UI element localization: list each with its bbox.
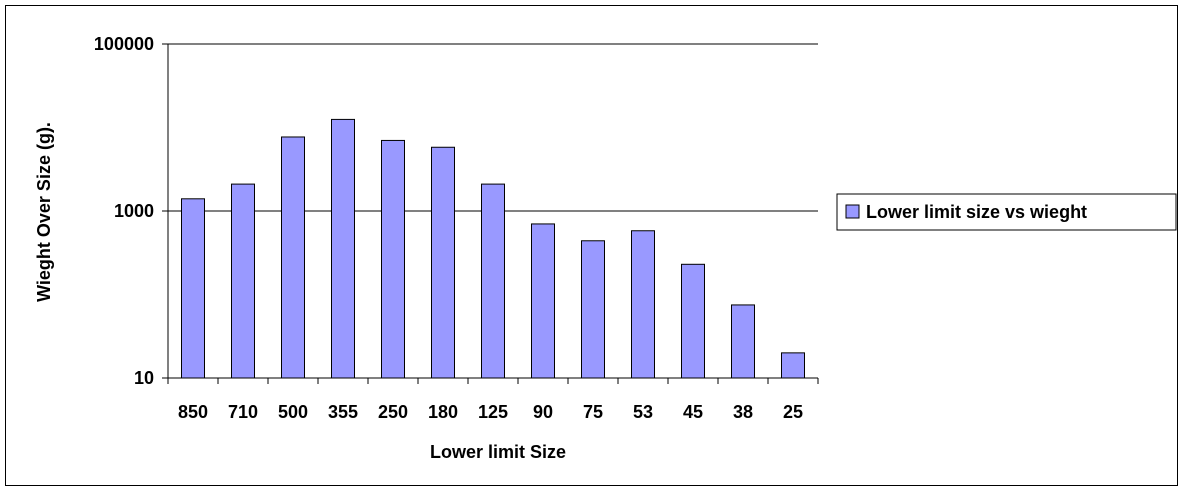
bar xyxy=(181,198,205,379)
x-tick-label: 45 xyxy=(683,402,703,422)
x-tick-label: 710 xyxy=(228,402,258,422)
bar xyxy=(431,146,455,379)
legend-swatch xyxy=(845,204,860,219)
y-axis-title: Wieght Over Size (g). xyxy=(34,122,54,302)
legend-box xyxy=(836,193,1177,231)
y-tick-label: 10 xyxy=(134,368,154,388)
x-tick-label: 38 xyxy=(733,402,753,422)
bar xyxy=(631,230,655,379)
y-tick-label: 100000 xyxy=(94,34,154,54)
x-tick-label: 90 xyxy=(533,402,553,422)
x-tick-label: 75 xyxy=(583,402,603,422)
bar xyxy=(781,352,805,379)
bar xyxy=(381,139,405,379)
x-tick-label: 850 xyxy=(178,402,208,422)
legend-label: Lower limit size vs wieght xyxy=(866,202,1087,222)
x-tick-label: 53 xyxy=(633,402,653,422)
bar xyxy=(581,240,605,379)
y-tick-label: 1000 xyxy=(114,201,154,221)
bars xyxy=(181,118,805,379)
x-tick-label: 25 xyxy=(783,402,803,422)
x-ticks: 850 710 500 355 250 180 125 90 75 53 45 38 25 xyxy=(167,378,819,422)
y-ticks: 10 1000 100000 xyxy=(94,34,168,388)
bar xyxy=(231,183,255,379)
bar xyxy=(331,118,355,379)
x-tick-label: 180 xyxy=(428,402,458,422)
x-tick-label: 500 xyxy=(278,402,308,422)
x-axis-title: Lower limit Size xyxy=(430,442,566,462)
bar xyxy=(731,304,755,379)
bar xyxy=(681,263,705,379)
bar xyxy=(481,183,505,379)
bar xyxy=(531,223,555,379)
bar xyxy=(281,136,305,379)
legend: Lower limit size vs wieght xyxy=(836,193,1177,231)
x-tick-label: 250 xyxy=(378,402,408,422)
x-tick-label: 355 xyxy=(328,402,358,422)
x-tick-label: 125 xyxy=(478,402,508,422)
